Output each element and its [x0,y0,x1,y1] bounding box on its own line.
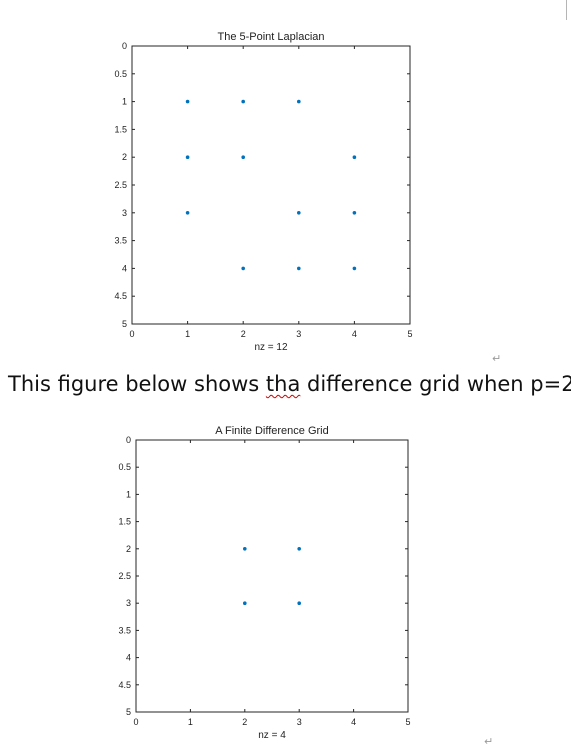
data-point [297,547,302,551]
x-tick-label: 3 [297,717,302,727]
y-tick-label: 1 [126,489,131,499]
paragraph-mark: ↵ [484,735,494,748]
x-tick-label: 2 [241,329,246,339]
data-point [297,99,301,104]
y-tick-label: 5 [126,707,131,717]
data-point [243,547,247,551]
x-tick-label: 3 [296,329,301,339]
data-point [241,266,245,271]
y-tick-label: 2 [126,544,131,554]
data-point [243,601,247,605]
y-tick-label: 3.5 [118,625,131,635]
chart-title: A Finite Difference Grid [215,425,329,437]
x-axis-label: nz = 4 [258,730,286,741]
y-tick-label: 0 [122,41,127,51]
data-point [185,211,190,215]
x-tick-label: 2 [242,717,247,727]
y-tick-label: 3 [126,598,131,608]
data-point [297,211,301,215]
caption-text: This figure below shows [8,372,266,396]
chart-title: The 5-Point Laplacian [217,31,324,43]
data-point [185,155,190,159]
x-tick-label: 4 [352,329,357,339]
y-tick-label: 0.5 [118,462,131,472]
y-tick-label: 0.5 [114,69,127,79]
y-tick-label: 3 [122,208,127,218]
y-tick-label: 1.5 [118,517,131,527]
y-tick-label: 3.5 [114,236,127,246]
x-tick-label: 5 [405,717,410,727]
paragraph-mark: ↵ [492,352,502,365]
plot-area [135,439,409,713]
plot-area [131,45,411,325]
y-tick-label: 4 [122,263,127,273]
data-point [297,601,302,605]
y-tick-label: 5 [122,319,127,329]
x-tick-label: 1 [188,717,193,727]
data-point [352,211,357,215]
x-tick-label: 5 [407,329,412,339]
caption-text-rest: difference grid when p=2 [300,372,571,396]
misspelled-word: tha [265,372,301,396]
x-tick-label: 4 [351,717,356,727]
data-point [352,155,357,159]
data-point [297,266,301,271]
x-axis-label: nz = 12 [254,342,288,353]
y-tick-label: 1 [122,97,127,107]
data-point [185,99,190,104]
y-tick-label: 4 [126,653,131,663]
y-tick-label: 2.5 [114,180,127,190]
page-edge-line [566,0,567,20]
y-tick-label: 4.5 [118,680,131,690]
data-point [241,99,245,104]
figure-caption: This figure below shows tha difference g… [8,372,571,396]
y-tick-label: 2 [122,152,127,162]
y-tick-label: 4.5 [114,291,127,301]
y-tick-label: 2.5 [118,571,131,581]
x-tick-label: 1 [185,329,190,339]
x-tick-label: 0 [129,329,134,339]
y-tick-label: 1.5 [114,124,127,134]
data-point [241,155,245,159]
y-tick-label: 0 [126,435,131,445]
x-tick-label: 0 [133,717,138,727]
data-point [352,266,357,271]
